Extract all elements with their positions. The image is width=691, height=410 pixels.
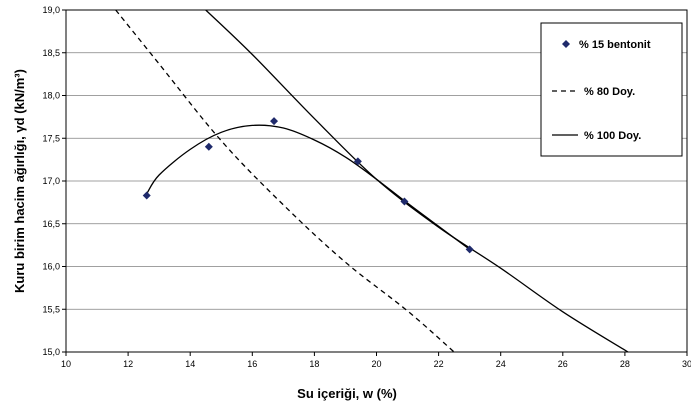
data-point-bentonit <box>353 157 362 166</box>
legend-item-80-doy: % 80 Doy. <box>552 86 635 98</box>
x-tick-label: 20 <box>371 359 381 369</box>
x-tick-label: 10 <box>61 359 71 369</box>
y-tick-label: 17,0 <box>42 176 60 186</box>
x-tick-label: 26 <box>558 359 568 369</box>
x-tick-label: 24 <box>496 359 506 369</box>
x-axis-label: Su içeriği, w (%) <box>297 386 397 401</box>
legend-diamond-marker <box>562 40 570 48</box>
legend-label-bentonit: % 15 bentonit <box>579 39 651 51</box>
x-tick-label: 28 <box>620 359 630 369</box>
y-tick-label: 17,5 <box>42 133 60 143</box>
data-point-bentonit <box>142 191 151 200</box>
y-tick-label: 16,5 <box>42 219 60 229</box>
series-100-doy-line <box>205 9 629 353</box>
y-tick-label: 18,5 <box>42 48 60 58</box>
legend-item-100-doy: % 100 Doy. <box>552 130 641 142</box>
x-tick-label: 18 <box>309 359 319 369</box>
y-tick-label: 19,0 <box>42 5 60 15</box>
y-tick-label: 15,0 <box>42 347 60 357</box>
legend-label-80-doy: % 80 Doy. <box>584 86 635 98</box>
compaction-fit-curve <box>146 124 471 250</box>
x-tick-label: 30 <box>682 359 691 369</box>
y-tick-label: 15,5 <box>42 304 60 314</box>
data-point-bentonit <box>204 142 213 151</box>
x-tick-label: 22 <box>434 359 444 369</box>
x-tick-label: 14 <box>185 359 195 369</box>
legend-item-bentonit: % 15 bentonit <box>562 39 651 51</box>
data-point-bentonit <box>270 117 279 126</box>
x-axis-ticks: 10 12 14 16 18 20 22 24 26 28 30 <box>61 352 691 369</box>
data-point-bentonit <box>400 197 409 206</box>
legend: % 15 bentonit % 80 Doy. % 100 Doy. <box>540 22 683 157</box>
y-tick-label: 16,0 <box>42 262 60 272</box>
legend-label-100-doy: % 100 Doy. <box>584 130 641 142</box>
y-axis-label: Kuru birim hacim ağırlığı, γd (kN/m³) <box>12 69 27 293</box>
data-point-bentonit <box>465 245 474 254</box>
x-tick-label: 16 <box>247 359 257 369</box>
y-axis-ticks: 15,0 15,5 16,0 16,5 17,0 17,5 18,0 18,5 19,0 <box>42 5 66 357</box>
series-80-doy-line <box>115 9 455 353</box>
x-tick-label: 12 <box>123 359 133 369</box>
plot-content <box>115 9 629 353</box>
y-tick-label: 18,0 <box>42 91 60 101</box>
